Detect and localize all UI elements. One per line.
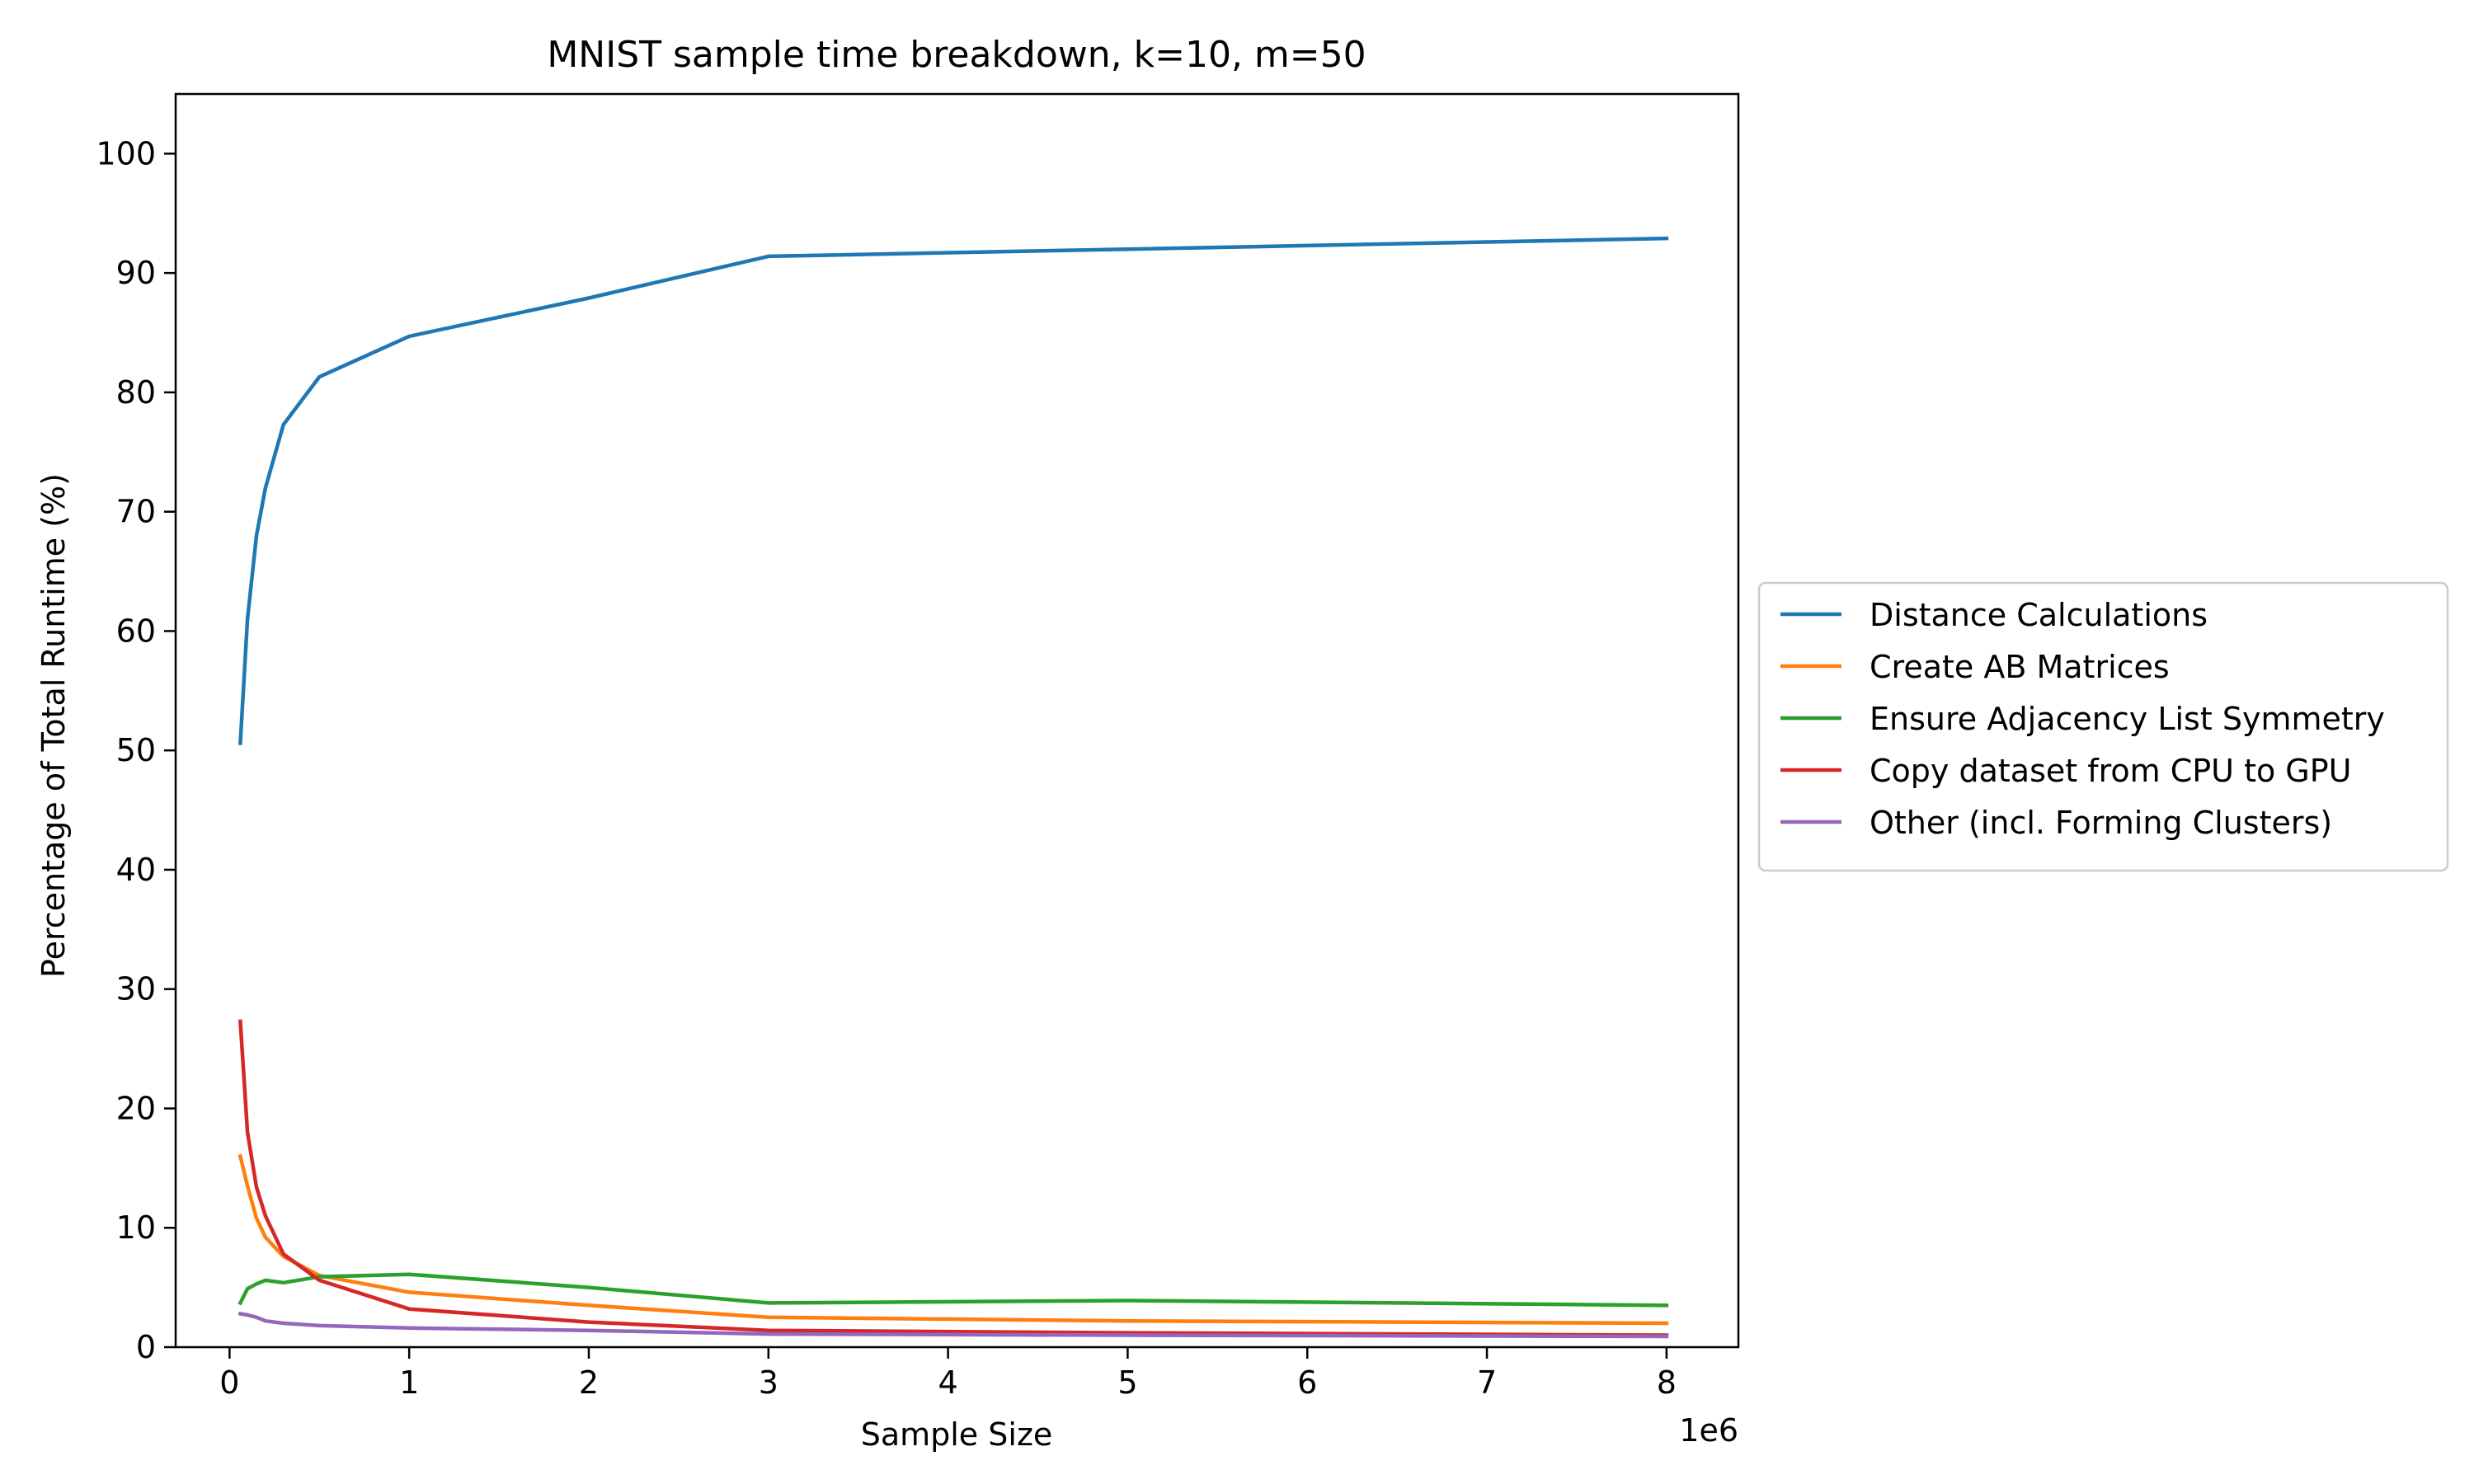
y-tick-label: 50 — [116, 732, 156, 768]
y-axis-ticks: 0 10 20 30 40 50 60 70 80 90 100 — [96, 135, 176, 1365]
y-tick-label: 100 — [96, 135, 156, 171]
legend-label: Distance Calculations — [1870, 597, 2208, 633]
y-tick-label: 90 — [116, 255, 156, 291]
y-tick-label: 20 — [116, 1090, 156, 1126]
series-line — [238, 1272, 1669, 1308]
x-tick-label: 3 — [759, 1364, 778, 1401]
x-tick-label: 1 — [399, 1364, 419, 1401]
x-axis-offset-label: 1e6 — [1679, 1412, 1738, 1449]
y-tick-label: 10 — [116, 1209, 156, 1246]
series-line — [238, 236, 1669, 745]
plot-series — [238, 236, 1669, 1339]
x-tick-label: 8 — [1657, 1364, 1677, 1401]
x-tick-label: 4 — [938, 1364, 958, 1401]
y-tick-label: 70 — [116, 494, 156, 530]
x-tick-label: 7 — [1477, 1364, 1497, 1401]
legend: Distance Calculations Create AB Matrices E… — [1757, 581, 2449, 872]
y-tick-label: 40 — [116, 852, 156, 888]
y-axis-label: Percentage of Total Runtime (%) — [35, 473, 72, 978]
x-axis-ticks: 0 1 2 3 4 5 6 7 8 — [219, 1347, 1677, 1401]
x-tick-label: 6 — [1297, 1364, 1317, 1401]
plot-frame — [174, 92, 1740, 1349]
series-line — [238, 1019, 1669, 1337]
x-tick-label: 0 — [219, 1364, 239, 1401]
legend-box — [1757, 581, 2449, 872]
x-axis-label: Sample Size — [861, 1416, 1053, 1453]
y-tick-label: 0 — [136, 1329, 156, 1365]
series-line — [238, 1311, 1669, 1339]
y-tick-label: 60 — [116, 613, 156, 649]
legend-label: Other (incl. Forming Clusters) — [1870, 805, 2332, 841]
y-tick-label: 30 — [116, 971, 156, 1007]
x-tick-label: 2 — [579, 1364, 599, 1401]
x-tick-label: 5 — [1117, 1364, 1137, 1401]
legend-label: Create AB Matrices — [1870, 649, 2170, 685]
chart-title: MNIST sample time breakdown, k=10, m=50 — [547, 34, 1366, 76]
legend-label: Ensure Adjacency List Symmetry — [1870, 701, 2385, 737]
y-tick-label: 80 — [116, 374, 156, 411]
legend-label: Copy dataset from CPU to GPU — [1870, 753, 2351, 789]
